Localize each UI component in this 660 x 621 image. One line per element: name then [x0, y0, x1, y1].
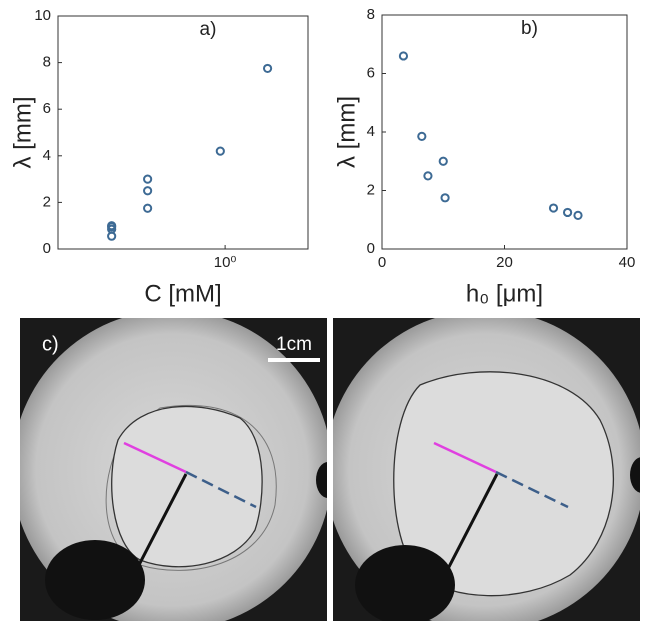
y-tick-label: 2: [43, 193, 51, 210]
plot-frame: [381, 14, 628, 250]
data-point: [262, 63, 273, 74]
data-point: [438, 156, 448, 166]
data-point: [398, 51, 409, 61]
y-tick-label: 6: [43, 100, 51, 117]
data-point: [143, 174, 153, 184]
data-point: [423, 171, 433, 181]
data-point: [573, 210, 583, 220]
scale-bar-label: 1cm: [276, 334, 312, 355]
data-point: [548, 203, 559, 213]
photo-right: [333, 318, 640, 621]
x-axis-label: h₀ [μm]: [466, 280, 543, 307]
data-point: [417, 131, 427, 141]
y-axis-label: λ [mm]: [333, 96, 360, 168]
data-point: [562, 207, 573, 218]
x-tick-label: 40: [619, 254, 636, 271]
x-tick-label: 20: [496, 254, 513, 271]
panel-label: c): [42, 333, 59, 355]
y-tick-label: 8: [367, 6, 375, 23]
y-tick-label: 4: [43, 147, 51, 164]
y-axis-label: λ [mm]: [9, 97, 36, 169]
y-tick-label: 2: [367, 181, 375, 198]
y-tick-label: 0: [43, 240, 51, 257]
data-point: [215, 146, 225, 156]
plot-frame: [57, 15, 309, 250]
chart-title: b): [521, 18, 538, 39]
x-tick-label: 10⁰: [214, 254, 237, 271]
x-axis-label: C [mM]: [144, 280, 221, 307]
data-point: [440, 193, 450, 203]
y-tick-label: 10: [34, 7, 51, 24]
chart-title: a): [200, 19, 217, 40]
y-tick-label: 4: [367, 123, 375, 140]
y-tick-label: 0: [367, 240, 375, 257]
y-tick-label: 6: [367, 64, 375, 81]
photo-left: [20, 318, 327, 621]
data-point: [143, 203, 153, 213]
data-point: [107, 221, 117, 231]
data-point: [143, 186, 153, 196]
x-tick-label: 0: [378, 254, 386, 271]
y-tick-label: 8: [43, 54, 51, 71]
